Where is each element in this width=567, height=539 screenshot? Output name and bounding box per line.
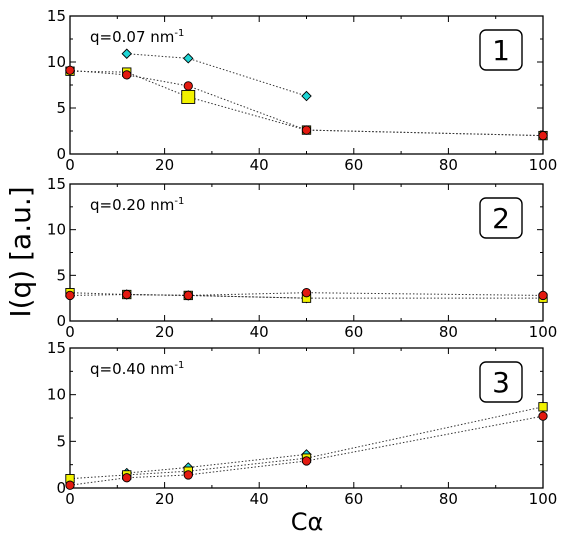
data-point-circle xyxy=(301,125,312,135)
y-tick-label: 0 xyxy=(56,312,66,330)
panel-number: 3 xyxy=(492,366,510,399)
x-tick-label: 0 xyxy=(65,490,75,508)
panel-2: 0 20 40 60 80 100 0 5 10 15 q=0.20 nm-1 2 xyxy=(47,175,557,341)
data-point-circle xyxy=(538,290,548,301)
x-tick-label: 0 xyxy=(65,323,75,341)
x-axis-label: Cα xyxy=(291,508,324,536)
x-tick-label: 40 xyxy=(250,156,269,174)
y-tick-label: 10 xyxy=(47,386,66,404)
x-tick-label: 20 xyxy=(155,156,174,174)
q-label: q=0.20 nm-1 xyxy=(90,196,184,214)
data-point-diamond xyxy=(301,90,312,102)
q-label: q=0.07 nm-1 xyxy=(90,28,184,46)
x-tick-label: 0 xyxy=(65,156,75,174)
data-point-diamond xyxy=(121,48,132,59)
panel-number-box xyxy=(479,197,523,239)
q-label: q=0.40 nm-1 xyxy=(90,360,184,378)
x-tick-label: 100 xyxy=(529,156,558,174)
x-tick-label: 20 xyxy=(155,490,174,508)
y-tick-label: 15 xyxy=(47,339,66,357)
q-label-exponent: -1 xyxy=(174,28,184,39)
data-point-circle xyxy=(301,456,312,466)
q-label-exponent: -1 xyxy=(174,196,184,207)
y-tick-label: 0 xyxy=(56,145,66,163)
series-line-yellow xyxy=(69,292,543,299)
q-label-exponent: -1 xyxy=(174,360,184,371)
x-tick-label: 60 xyxy=(344,323,363,341)
y-axis-label: I(q) [a.u.] xyxy=(4,186,37,317)
data-point-circle xyxy=(122,473,132,483)
panel-1: 0 20 40 60 80 100 0 5 10 15 q=0.07 nm-1 1 xyxy=(47,7,557,174)
series-line-cyan xyxy=(126,294,307,299)
y-tick-label: 10 xyxy=(47,221,66,239)
x-tick-label: 80 xyxy=(439,490,458,508)
y-tick-label: 0 xyxy=(56,479,66,497)
x-tick-label: 60 xyxy=(344,156,363,174)
panel-number: 1 xyxy=(492,34,510,67)
panel-number-box xyxy=(479,361,523,403)
x-tick-label: 100 xyxy=(529,323,558,341)
x-tick-label: 80 xyxy=(439,156,458,174)
data-point-circle xyxy=(122,289,132,300)
data-point-square xyxy=(181,90,196,104)
data-point-circle xyxy=(538,411,548,421)
series-line-cyan xyxy=(126,453,307,474)
panel-number-box xyxy=(479,29,523,71)
x-tick-label: 40 xyxy=(250,490,269,508)
data-point-circle xyxy=(183,470,193,480)
series-line-red xyxy=(69,292,544,296)
data-point-circle xyxy=(183,81,193,91)
y-tick-label: 15 xyxy=(47,175,66,193)
x-tick-label: 60 xyxy=(344,490,363,508)
x-tick-label: 40 xyxy=(250,323,269,341)
y-tick-label: 5 xyxy=(56,99,66,117)
panel-3: 0 20 40 60 80 100 0 5 10 15 q=0.40 nm-1 3 xyxy=(47,339,557,508)
series-line-yellow xyxy=(69,406,544,480)
data-point-circle xyxy=(538,130,548,141)
y-tick-label: 5 xyxy=(56,266,66,284)
y-tick-label: 10 xyxy=(47,53,66,71)
data-point-circle xyxy=(122,70,132,80)
data-point-circle xyxy=(65,65,75,75)
x-tick-label: 80 xyxy=(439,323,458,341)
y-tick-label: 5 xyxy=(56,432,66,450)
data-point-circle xyxy=(183,290,193,301)
y-tick-label: 15 xyxy=(47,7,66,25)
data-point-square xyxy=(538,402,548,412)
data-point-diamond xyxy=(183,53,194,64)
data-point-circle xyxy=(65,480,75,490)
data-point-circle xyxy=(65,290,75,301)
data-point-circle xyxy=(301,288,312,298)
series-line-cyan xyxy=(126,53,307,97)
x-tick-label: 20 xyxy=(155,323,174,341)
x-tick-label: 100 xyxy=(529,490,558,508)
panel-number: 2 xyxy=(492,202,510,235)
